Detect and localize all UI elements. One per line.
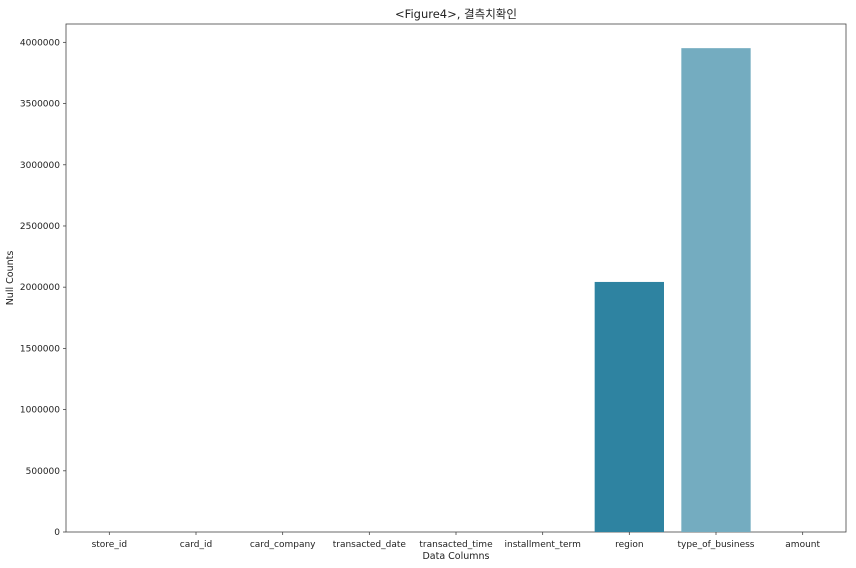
y-axis: 0 500000 1000000 1500000 2000000 2500000 30000… <box>20 38 66 538</box>
x-tick-label: region <box>615 540 643 550</box>
y-tick-label: 2500000 <box>20 222 60 232</box>
x-tick-label: card_company <box>250 540 316 550</box>
y-tick-label: 1000000 <box>20 406 60 416</box>
y-tick-label: 500000 <box>26 467 61 477</box>
y-tick-label: 2000000 <box>20 283 60 293</box>
y-tick-label: 0 <box>54 528 60 538</box>
chart-title: <Figure4>, 결측치확인 <box>395 7 517 21</box>
x-tick-label: installment_term <box>504 540 580 550</box>
bars-group <box>594 48 751 532</box>
x-tick-label: transacted_time <box>419 540 493 550</box>
y-tick-label: 4000000 <box>20 38 60 48</box>
y-tick-label: 3000000 <box>20 161 60 171</box>
y-tick-label: 3500000 <box>20 100 60 110</box>
y-tick-label: 1500000 <box>20 344 60 354</box>
bar-type-of-business <box>681 48 751 532</box>
x-tick-label: amount <box>785 540 820 550</box>
x-axis-label: Data Columns <box>422 551 489 562</box>
x-tick-label: transacted_date <box>333 540 407 550</box>
x-tick-label: card_id <box>180 540 212 550</box>
x-axis: store_id card_id card_company transacted_da… <box>92 532 820 550</box>
y-axis-label: Null Counts <box>5 251 16 306</box>
bar-region <box>594 281 664 532</box>
x-tick-label: store_id <box>92 540 127 550</box>
x-tick-label: type_of_business <box>677 540 754 550</box>
